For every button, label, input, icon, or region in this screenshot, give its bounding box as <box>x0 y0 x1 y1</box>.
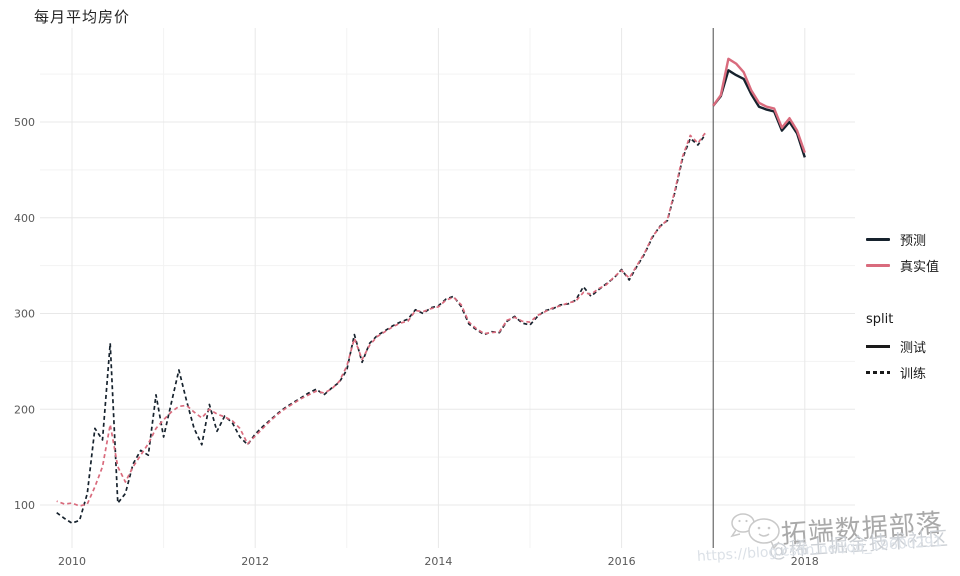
legend-item-train: 训练 <box>866 359 939 385</box>
series-train-actual <box>56 132 707 507</box>
predicted-line-key-icon <box>866 237 890 241</box>
legend-item-actual: 真实值 <box>866 252 939 278</box>
series-test-actual <box>712 57 806 153</box>
legend-label-train: 训练 <box>900 366 927 382</box>
dashed-line-key-icon <box>866 370 890 374</box>
legend-label-actual: 真实值 <box>900 259 940 275</box>
series-test-predicted <box>712 69 806 158</box>
legend-split-group: split 测试 训练 <box>866 312 939 385</box>
y-axis-tick-label: 200 <box>14 403 35 416</box>
legend: 预测 真实值 split 测试 训练 <box>866 226 939 385</box>
x-axis-tick-label: 2012 <box>241 555 269 568</box>
legend-label-predicted: 预测 <box>900 233 927 249</box>
page-title: 每月平均房价 <box>34 8 131 26</box>
legend-item-predicted: 预测 <box>866 226 939 252</box>
chat-bubbles-icon <box>730 513 780 550</box>
x-axis-tick-label: 2016 <box>608 555 636 568</box>
x-axis-tick-label: 2010 <box>58 555 86 568</box>
x-axis-tick-label: 2018 <box>791 555 819 568</box>
legend-label-test: 测试 <box>900 340 927 356</box>
legend-item-test: 测试 <box>866 333 939 359</box>
x-axis-tick-label: 2014 <box>424 555 452 568</box>
legend-split-title: split <box>866 312 894 327</box>
actual-line-key-icon <box>866 263 890 267</box>
series-train-predicted <box>56 133 707 525</box>
y-axis-tick-label: 400 <box>14 212 35 225</box>
y-axis-tick-label: 300 <box>14 308 35 321</box>
y-axis-tick-label: 500 <box>14 116 35 129</box>
legend-color-group: 预测 真实值 <box>866 226 939 278</box>
y-axis-tick-label: 100 <box>14 499 35 512</box>
solid-line-key-icon <box>866 344 890 348</box>
